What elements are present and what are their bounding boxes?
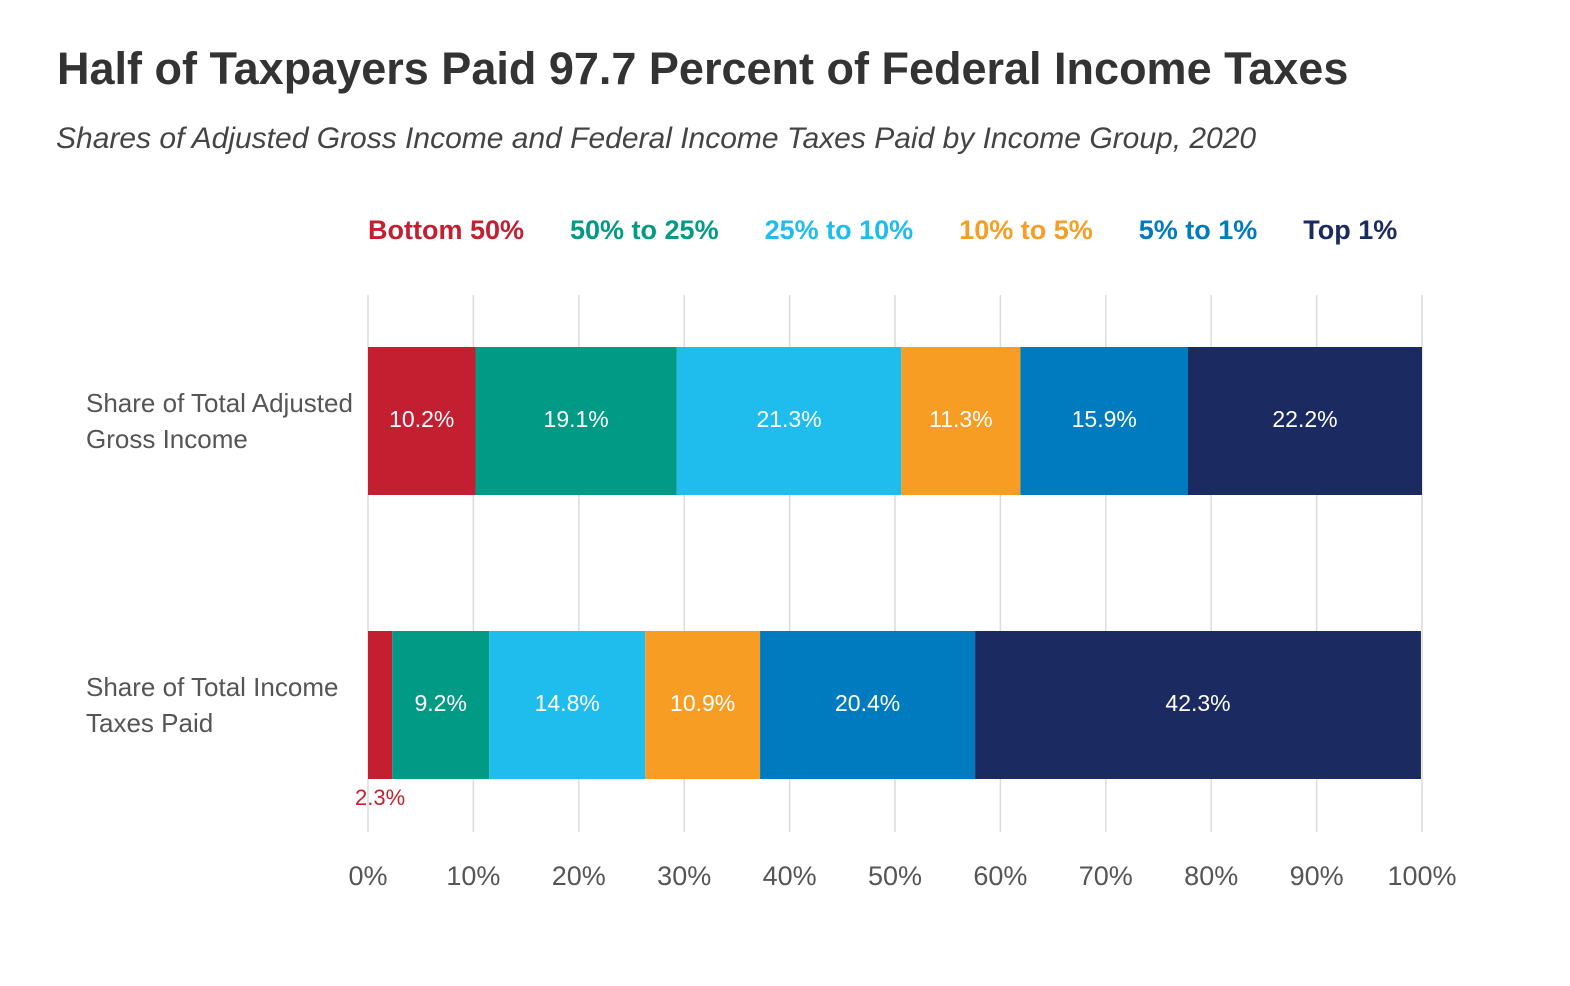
y-tick-label: Share of Total Income Taxes Paid: [86, 672, 339, 738]
data-label: 10.2%: [389, 406, 454, 432]
legend-item: 25% to 10%: [765, 215, 914, 245]
bar-segment: [489, 631, 646, 779]
bar-segment: [1188, 347, 1422, 495]
data-label: 11.3%: [929, 406, 993, 432]
x-tick-label: 80%: [1184, 861, 1238, 891]
data-label: 9.2%: [415, 690, 467, 716]
data-label: 21.3%: [756, 406, 821, 432]
bar-segment: [368, 347, 476, 495]
data-label: 14.8%: [535, 690, 600, 716]
legend-item: 10% to 5%: [959, 215, 1093, 245]
x-tick-label: 100%: [1387, 861, 1456, 891]
x-tick-label: 10%: [446, 861, 500, 891]
x-tick-label: 50%: [868, 861, 922, 891]
bar-segment: [975, 631, 1421, 779]
data-label: 10.9%: [670, 690, 735, 716]
data-label: 15.9%: [1072, 406, 1137, 432]
x-tick-label: 40%: [763, 861, 817, 891]
data-label: 2.3%: [355, 785, 405, 810]
bar-segment: [1020, 347, 1189, 495]
bar-segment: [368, 631, 393, 779]
x-tick-label: 20%: [552, 861, 606, 891]
x-tick-label: 0%: [348, 861, 387, 891]
bar-segment: [645, 631, 761, 779]
x-tick-label: 30%: [657, 861, 711, 891]
chart-subtitle: Shares of Adjusted Gross Income and Fede…: [56, 122, 1256, 155]
bar-segment: [760, 631, 976, 779]
data-label: 22.2%: [1272, 406, 1337, 432]
legend-item: 50% to 25%: [570, 215, 719, 245]
data-label: 42.3%: [1165, 690, 1230, 716]
legend-item: Bottom 50%: [368, 215, 524, 245]
legend-item: 5% to 1%: [1139, 215, 1258, 245]
bar-segment: [676, 347, 902, 495]
y-tick-label: Share of Total Adjusted Gross Income: [86, 388, 353, 454]
bar-segment: [901, 347, 1021, 495]
x-tick-label: 70%: [1079, 861, 1133, 891]
bar-segment: [392, 631, 490, 779]
x-tick-label: 90%: [1290, 861, 1344, 891]
data-label: 19.1%: [544, 406, 609, 432]
data-label: 20.4%: [835, 690, 900, 716]
x-tick-label: 60%: [973, 861, 1027, 891]
legend-item: Top 1%: [1303, 215, 1397, 245]
bar-segment: [475, 347, 677, 495]
chart-title: Half of Taxpayers Paid 97.7 Percent of F…: [57, 43, 1348, 94]
